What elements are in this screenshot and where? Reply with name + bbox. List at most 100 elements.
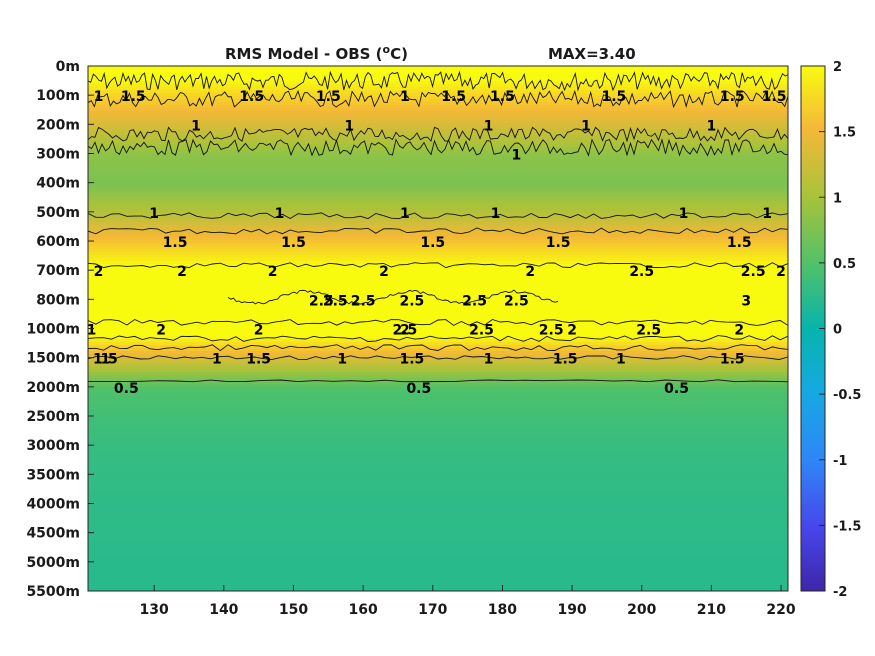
y-tick-label: 700m	[36, 263, 80, 279]
y-tick-label: 600m	[36, 234, 80, 250]
heatmap-strip	[88, 114, 788, 118]
heatmap-strip	[88, 198, 788, 202]
heatmap-strip	[88, 390, 788, 394]
colorbar-tick-label: 0.5	[833, 257, 856, 272]
heatmap-strip	[88, 588, 788, 591]
heatmap-strip	[88, 192, 788, 196]
heatmap-strip	[88, 381, 788, 385]
contour-label: 1	[616, 352, 626, 368]
heatmap-strip	[88, 138, 788, 142]
contour-label: 1	[707, 118, 717, 134]
heatmap-strip	[88, 66, 788, 70]
heatmap-strip	[88, 444, 788, 448]
heatmap-strip	[88, 309, 788, 313]
contour-label: 1	[679, 206, 689, 222]
heatmap-strip	[88, 300, 788, 304]
heatmap-strip	[88, 447, 788, 451]
contour-label: 2.5	[504, 293, 529, 309]
heatmap-strip	[88, 234, 788, 238]
x-tick-label: 180	[488, 602, 517, 618]
contour-label: 2	[268, 264, 278, 280]
heatmap-strip	[88, 561, 788, 565]
heatmap-strip	[88, 471, 788, 475]
heatmap-strip	[88, 156, 788, 160]
contour-label: 1.5	[316, 89, 341, 105]
contour-label: 1	[212, 352, 222, 368]
heatmap-strip	[88, 408, 788, 412]
x-tick-label: 150	[279, 602, 308, 618]
heatmap-strip	[88, 486, 788, 490]
contour-label: 1.5	[546, 235, 571, 251]
contour-label: 2	[525, 264, 535, 280]
contour-label: 1	[94, 89, 104, 105]
heatmap-strip	[88, 360, 788, 364]
y-tick-label: 2500m	[26, 409, 80, 425]
y-tick-label: 1500m	[26, 351, 80, 367]
heatmap-strip	[88, 480, 788, 484]
contour-label: 1.5	[441, 89, 466, 105]
heatmap-strip	[88, 183, 788, 187]
heatmap-strip	[88, 120, 788, 124]
colorbar-tick-label: 1	[833, 191, 842, 206]
heatmap-strip	[88, 432, 788, 436]
heatmap-strip	[88, 279, 788, 283]
heatmap-strip	[88, 222, 788, 226]
heatmap-strip	[88, 438, 788, 442]
heatmap-strip	[88, 510, 788, 514]
heatmap-strip	[88, 369, 788, 373]
title-superscript: o	[383, 43, 391, 56]
heatmap-strip	[88, 501, 788, 505]
heatmap-strip	[88, 231, 788, 235]
heatmap-strip	[88, 363, 788, 367]
heatmap-strip	[88, 87, 788, 91]
heatmap-strip	[88, 69, 788, 73]
contour-label: 2	[379, 264, 389, 280]
contour-label: 1.5	[420, 235, 445, 251]
heatmap-strip	[88, 393, 788, 397]
contour-label: 2	[400, 323, 410, 339]
heatmap-strip	[88, 477, 788, 481]
contour-label: 1	[344, 118, 354, 134]
heatmap-strip	[88, 576, 788, 580]
contour-label: 2.5	[469, 323, 494, 339]
heatmap-strip	[88, 366, 788, 370]
heatmap-strip	[88, 459, 788, 463]
x-tick-label: 160	[349, 602, 378, 618]
contour-label: 1.5	[601, 89, 626, 105]
heatmap-strip	[88, 426, 788, 430]
contour-line	[88, 335, 788, 342]
heatmap-strip	[88, 519, 788, 523]
heatmap-strip	[88, 177, 788, 181]
y-tick-label: 3500m	[26, 467, 80, 483]
y-axis: 0m 100m 200m 300m 400m 500m 600m 700m 800m 1000m 1…	[26, 59, 94, 600]
heatmap-strip	[88, 168, 788, 172]
max-annotation: MAX=3.40	[548, 45, 636, 63]
contour-label: 2	[254, 323, 264, 339]
heatmap-strip	[88, 312, 788, 316]
x-tick-label: 170	[418, 602, 447, 618]
contour-line	[88, 138, 788, 157]
contour-label: 2.5	[323, 293, 348, 309]
heatmap-strip	[88, 384, 788, 388]
y-tick-label: 200m	[36, 117, 80, 133]
heatmap-strip	[88, 246, 788, 250]
heatmap-strip	[88, 294, 788, 298]
contour-label: 1.5	[281, 235, 306, 251]
heatmap-strip	[88, 411, 788, 415]
contour-label: 0.5	[114, 381, 139, 397]
contour-label: 1	[337, 352, 347, 368]
heatmap-strip	[88, 441, 788, 445]
heatmap-strip	[88, 423, 788, 427]
contour-label: 1.5	[399, 352, 424, 368]
contour-label: 2	[734, 323, 744, 339]
heatmap-strip	[88, 585, 788, 589]
heatmap-strip	[88, 258, 788, 262]
heatmap-strip	[88, 378, 788, 382]
heatmap-strip	[88, 324, 788, 328]
colorbar-tick-label: -0.5	[833, 388, 861, 403]
heatmap-strip	[88, 99, 788, 103]
heatmap-strip	[88, 180, 788, 184]
heatmap-strip	[88, 339, 788, 343]
heatmap-strip	[88, 255, 788, 259]
y-tick-label: 800m	[36, 292, 80, 308]
